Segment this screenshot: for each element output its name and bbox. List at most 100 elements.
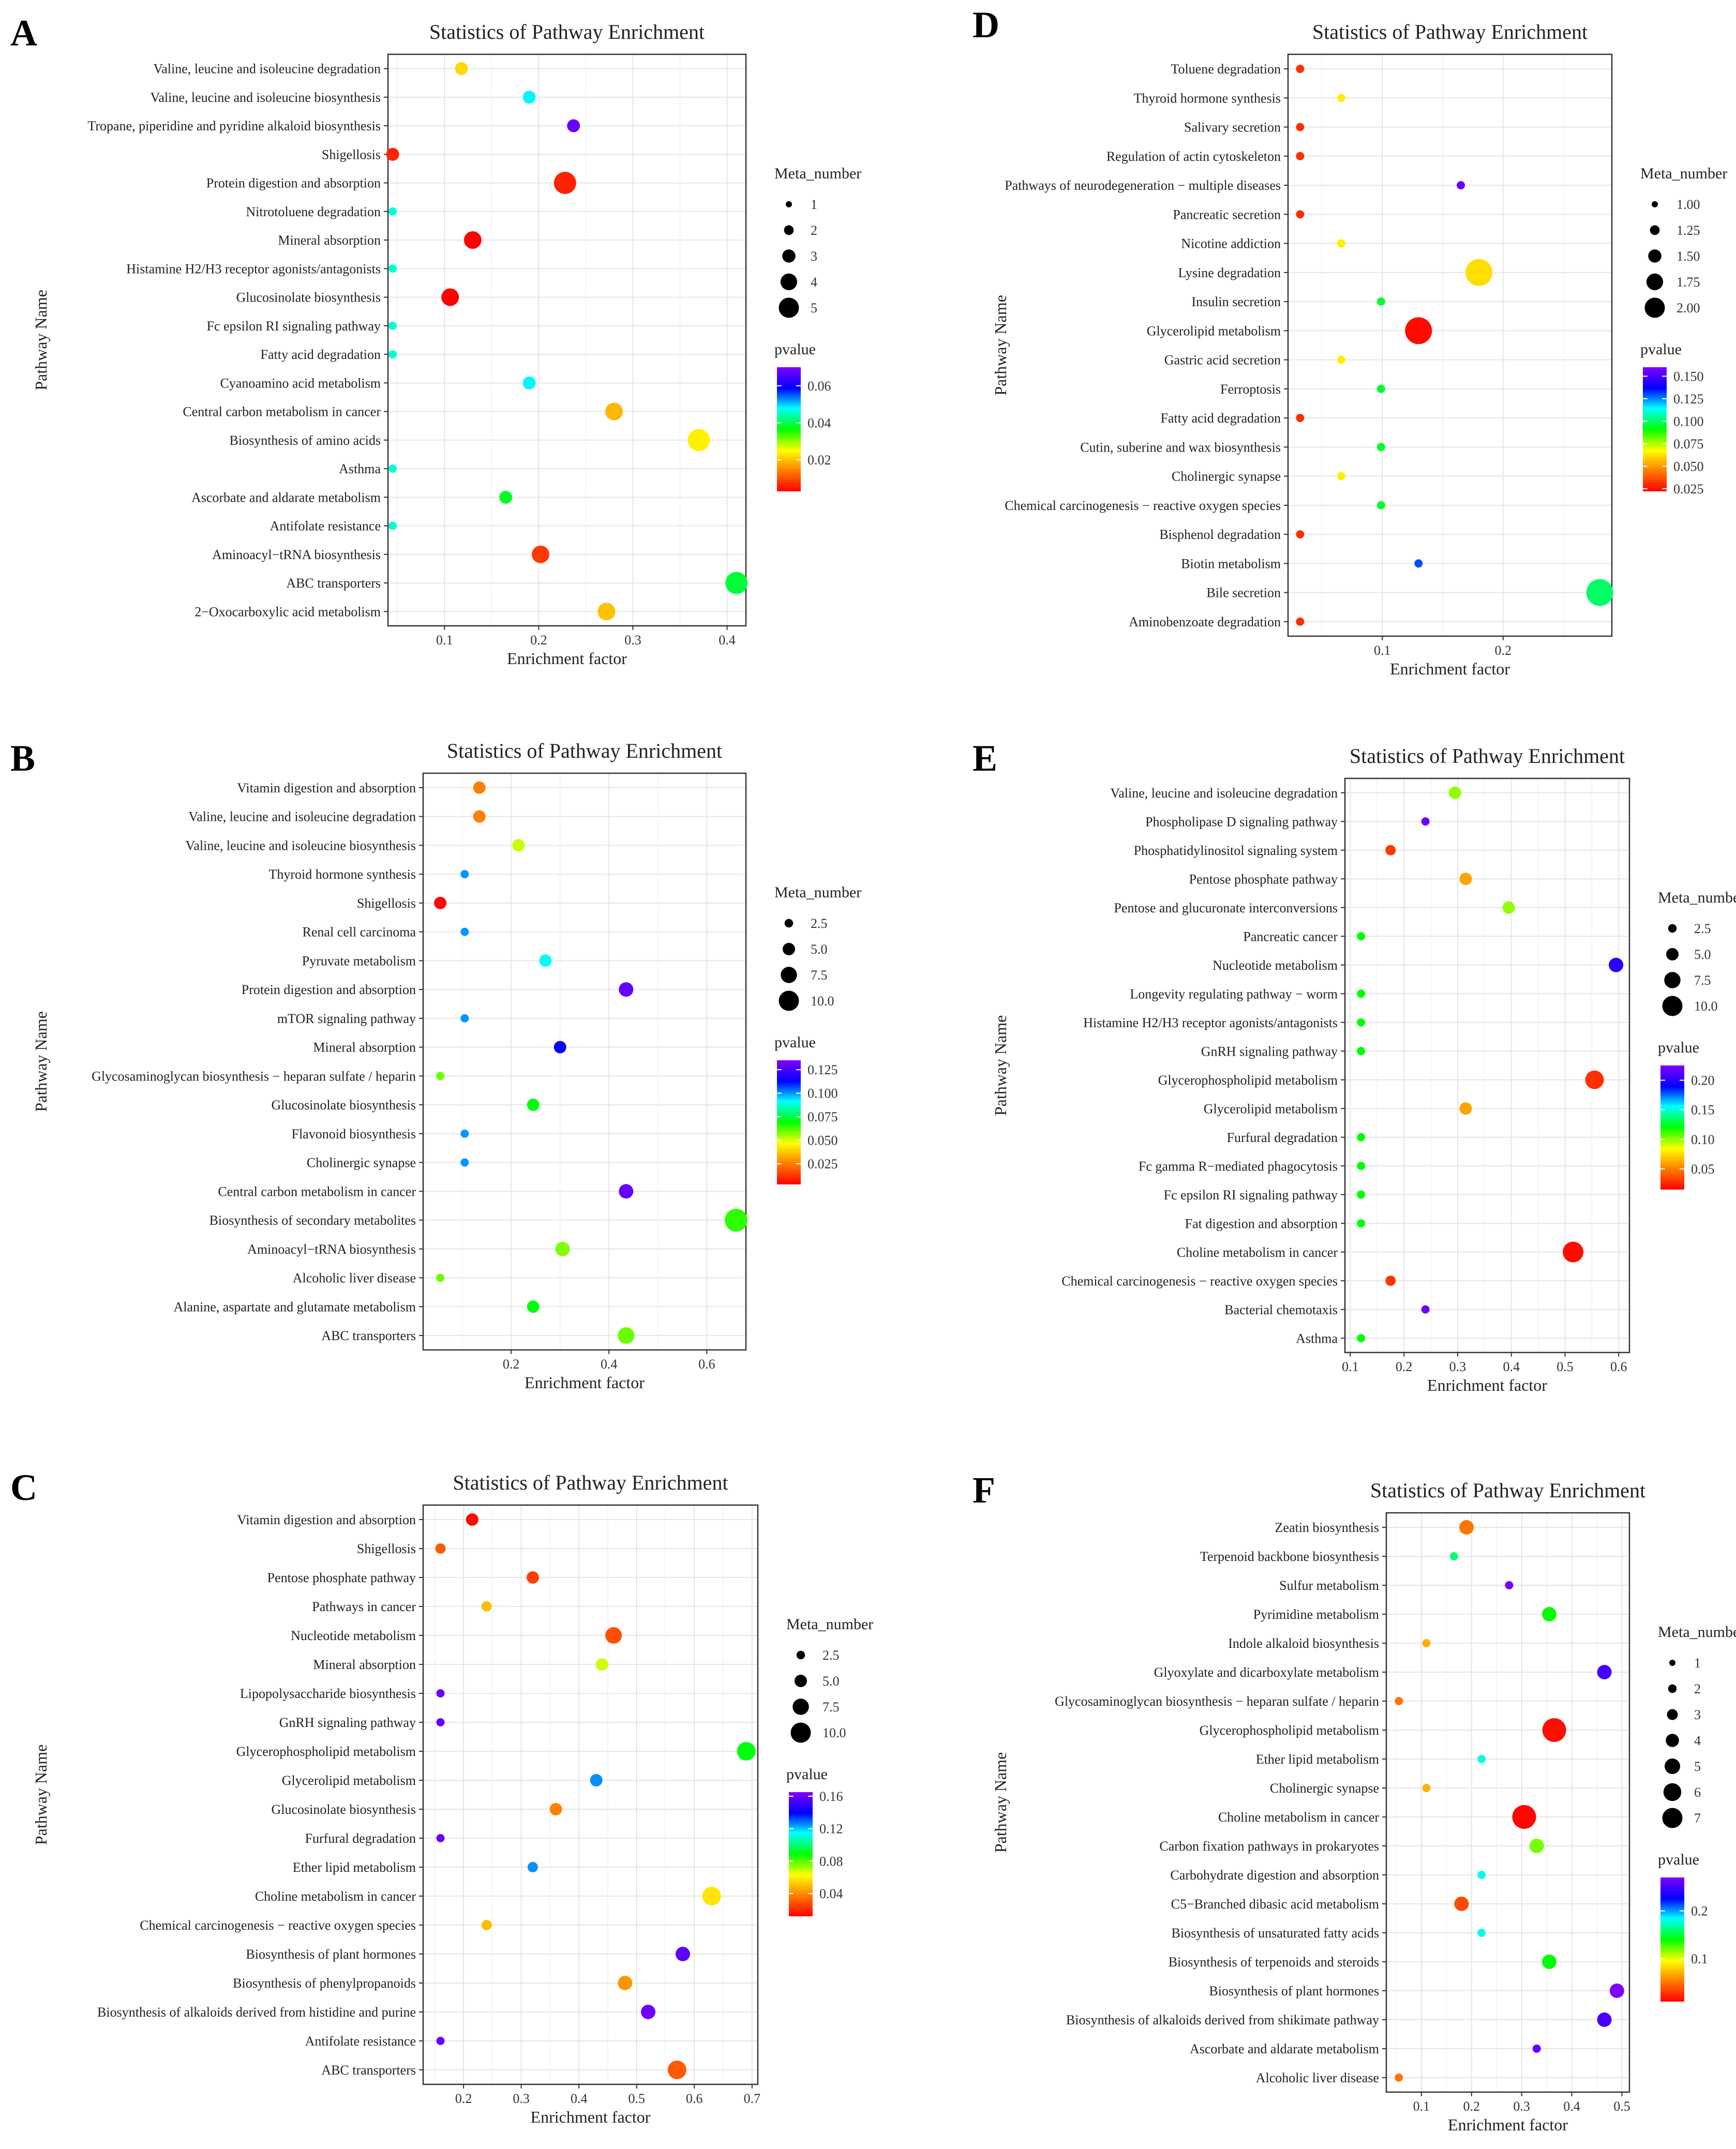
data-point-biotin-metabolism: [1414, 559, 1423, 568]
x-tick-label: 0.3: [513, 2091, 530, 2106]
data-point-pancreatic-secretion: [1296, 210, 1305, 219]
size-legend-key: [1644, 297, 1665, 318]
size-legend-label: 3: [811, 249, 817, 264]
y-tick-label-cholinergic-synapse: Cholinergic synapse: [1270, 1781, 1379, 1796]
size-legend-key: [1667, 1709, 1678, 1720]
data-point-mineral-absorption: [595, 1658, 608, 1671]
data-point-tropane-piperidine-and-pyridine-alkaloid-biosynt: [567, 119, 580, 132]
panel-letter: A: [10, 12, 37, 54]
x-tick-label: 0.2: [455, 2091, 472, 2106]
data-point-biosynthesis-of-alkaloids-derived-from-shikimate: [1597, 2012, 1612, 2027]
size-legend-label: 5: [811, 300, 817, 315]
y-tick-label-thyroid-hormone-synthesis: Thyroid hormone synthesis: [268, 867, 416, 882]
y-tick-label-fc-gamma-r-mediated-phagocytosis: Fc gamma R−mediated phagocytosis: [1139, 1159, 1338, 1174]
data-point-pathways-in-cancer: [481, 1601, 492, 1612]
y-tick-label-ascorbate-and-aldarate-metabolism: Ascorbate and aldarate metabolism: [1190, 2041, 1379, 2056]
size-legend-key: [790, 1722, 811, 1743]
size-legend-key: [780, 273, 798, 291]
y-tick-label-glycerolipid-metabolism: Glycerolipid metabolism: [1204, 1101, 1338, 1116]
data-point-ascorbate-and-aldarate-metabolism: [499, 490, 513, 504]
x-tick-label: 0.3: [1513, 2099, 1530, 2114]
data-point-vitamin-digestion-and-absorption: [466, 1513, 478, 1526]
data-point-glycerolipid-metabolism: [1459, 1102, 1472, 1115]
size-legend-label: 10.0: [1694, 999, 1718, 1014]
y-tick-label-2-oxocarboxylic-acid-metabolism: 2−Oxocarboxylic acid metabolism: [194, 604, 381, 619]
x-tick-label: 0.1: [436, 633, 453, 648]
y-tick-label-ether-lipid-metabolism: Ether lipid metabolism: [293, 1860, 416, 1875]
size-legend-key: [779, 990, 799, 1011]
color-legend-label: 0.125: [1673, 392, 1704, 407]
size-legend-key: [1663, 1783, 1682, 1801]
size-legend-label: 1.50: [1677, 249, 1700, 264]
data-point-thyroid-hormone-synthesis: [460, 870, 469, 879]
y-tick-label-gnrh-signaling-pathway: GnRH signaling pathway: [279, 1715, 416, 1730]
data-point-glycerophospholipid-metabolism: [737, 1742, 756, 1761]
data-point-valine-leucine-and-isoleucine-degradation: [473, 810, 486, 823]
y-tick-label-biosynthesis-of-plant-hormones: Biosynthesis of plant hormones: [1209, 1983, 1379, 1998]
y-axis-title: Pathway Name: [991, 1752, 1010, 1853]
data-point-central-carbon-metabolism-in-cancer: [619, 1184, 634, 1199]
data-point-cyanoamino-acid-metabolism: [522, 376, 536, 389]
y-tick-label-mineral-absorption: Mineral absorption: [313, 1040, 416, 1055]
panel-letter: C: [10, 1467, 37, 1508]
x-tick-label: 0.4: [1503, 1359, 1520, 1374]
y-tick-label-flavonoid-biosynthesis: Flavonoid biosynthesis: [291, 1126, 416, 1141]
y-tick-label-biosynthesis-of-plant-hormones: Biosynthesis of plant hormones: [246, 1947, 416, 1962]
size-legend-key: [786, 201, 792, 207]
y-tick-label-chemical-carcinogenesis-reactive-oxygen-species: Chemical carcinogenesis − reactive oxyge…: [1005, 498, 1281, 513]
data-point-bisphenol-degradation: [1296, 530, 1305, 539]
y-tick-label-aminoacyl-trna-biosynthesis: Aminoacyl−tRNA biosynthesis: [247, 1242, 416, 1257]
data-point-choline-metabolism-in-cancer: [702, 1887, 721, 1905]
grid: [423, 1505, 758, 2084]
size-legend-key: [1662, 1808, 1683, 1828]
y-tick-label-biosynthesis-of-alkaloids-derived-from-shikimate: Biosynthesis of alkaloids derived from s…: [1066, 2012, 1379, 2027]
chart-title: Statistics of Pathway Enrichment: [1370, 1479, 1645, 1502]
color-legend-title: pvalue: [786, 1766, 828, 1783]
y-axis-title: Pathway Name: [32, 1011, 50, 1112]
x-tick-label: 0.1: [1413, 2099, 1430, 2114]
color-legend-label: 0.050: [1673, 459, 1704, 474]
color-legend-label: 0.075: [807, 1109, 838, 1124]
size-legend-label: 4: [811, 275, 817, 290]
data-point-bacterial-chemotaxis: [1421, 1305, 1430, 1314]
plot-frame: [387, 53, 747, 627]
plot-frame: [1385, 1512, 1630, 2093]
size-legend-label: 10.0: [811, 994, 834, 1009]
chart-title: Statistics of Pathway Enrichment: [453, 1471, 728, 1494]
data-point-central-carbon-metabolism-in-cancer: [605, 402, 623, 420]
data-point-terpenoid-backbone-biosynthesis: [1449, 1552, 1458, 1560]
data-point-2-oxocarboxylic-acid-metabolism: [597, 603, 616, 621]
data-point-abc-transporters: [725, 572, 748, 594]
y-tick-label-insulin-secretion: Insulin secretion: [1191, 294, 1281, 309]
data-point-antifolate-resistance: [388, 521, 397, 530]
size-legend-key: [1652, 201, 1658, 207]
color-legend-label: 0.08: [819, 1854, 843, 1869]
data-point-glycerolipid-metabolism: [590, 1774, 603, 1786]
color-legend-title: pvalue: [1658, 1851, 1699, 1868]
panel-c: C Statistics of Pathway Enrichment Vitamin…: [10, 1467, 873, 2126]
y-tick-label-cholinergic-synapse: Cholinergic synapse: [1172, 469, 1281, 484]
y-tick-label-terpenoid-backbone-biosynthesis: Terpenoid backbone biosynthesis: [1200, 1549, 1379, 1564]
data-point-carbon-fixation-pathways-in-prokaryotes: [1529, 1839, 1544, 1853]
size-legend: Meta_number 2.5 5.0 7.5 10.0: [774, 884, 861, 1011]
y-tick-label-valine-leucine-and-isoleucine-biosynthesis: Valine, leucine and isoleucine biosynthe…: [150, 90, 381, 105]
data-point-toluene-degradation: [1296, 65, 1305, 73]
color-legend-label: 0.025: [807, 1156, 838, 1171]
data-point-carbohydrate-digestion-and-absorption: [1477, 1871, 1486, 1879]
data-point-c5-branched-dibasic-acid-metabolism: [1454, 1897, 1469, 1911]
size-legend-key: [781, 967, 797, 983]
x-axis-title: Enrichment factor: [1448, 2115, 1568, 2134]
color-legend: pvalue 0.025 0.050 0.075 0.100 0.125: [774, 1034, 838, 1184]
y-tick-label-valine-leucine-and-isoleucine-degradation: Valine, leucine and isoleucine degradati…: [1110, 786, 1338, 801]
data-point-indole-alkaloid-biosynthesis: [1422, 1639, 1431, 1647]
color-legend-bar: [789, 1792, 813, 1916]
y-tick-label-glycerolipid-metabolism: Glycerolipid metabolism: [282, 1773, 416, 1788]
y-tick-label-antifolate-resistance: Antifolate resistance: [305, 2034, 416, 2049]
color-legend-label: 0.04: [807, 415, 831, 430]
plot-frame: [422, 1504, 759, 2085]
color-legend-label: 0.10: [1691, 1132, 1715, 1147]
y-tick-label-nucleotide-metabolism: Nucleotide metabolism: [1213, 958, 1338, 973]
size-legend-key: [1668, 1684, 1677, 1693]
data-point-ether-lipid-metabolism: [1477, 1755, 1486, 1763]
y-tick-label-pentose-and-glucuronate-interconversions: Pentose and glucuronate interconversions: [1114, 900, 1338, 915]
